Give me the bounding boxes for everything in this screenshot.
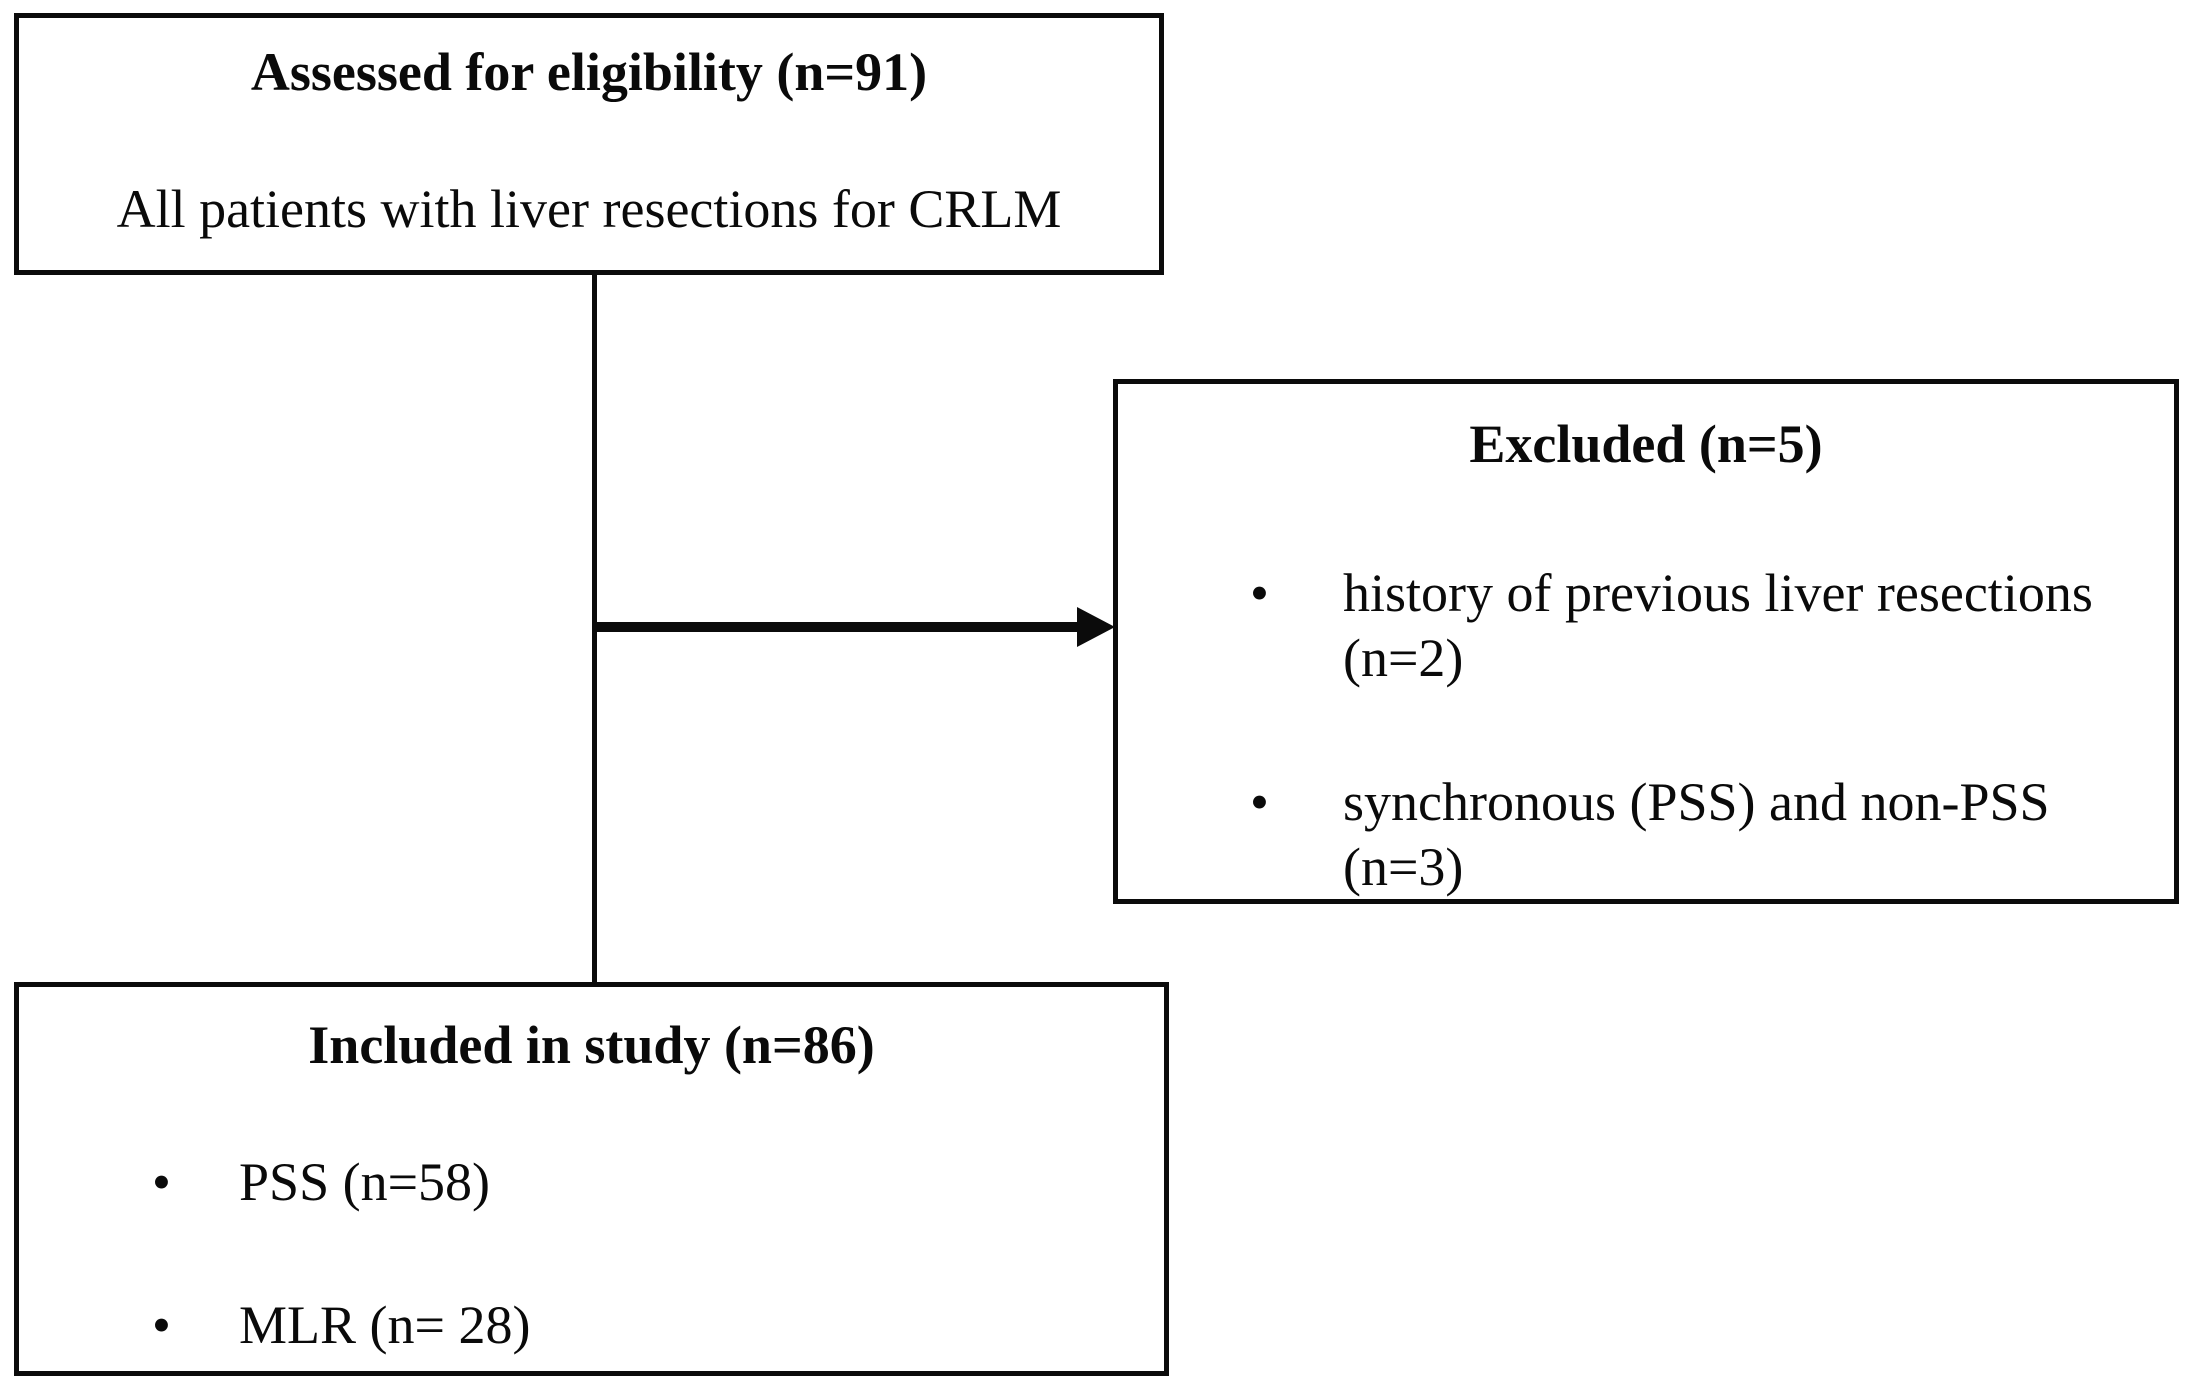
box-assessed-eligibility: Assessed for eligibility (n=91) All pati…: [14, 13, 1164, 275]
excluded-bullet-list: • history of previous liver resections (…: [1250, 561, 2174, 900]
included-group-pss: PSS (n=58): [239, 1151, 491, 1212]
eligibility-subtitle: All patients with liver resections for C…: [116, 178, 1062, 239]
box-excluded: Excluded (n=5) • history of previous liv…: [1113, 379, 2179, 904]
bullet-icon: •: [152, 1151, 171, 1212]
list-item: • synchronous (PSS) and non-PSS (n=3): [1250, 770, 2174, 900]
arrowhead-right-icon: [1077, 607, 1115, 647]
list-item: • MLR (n= 28): [152, 1293, 1164, 1358]
included-title: Included in study (n=86): [308, 1015, 875, 1075]
excluded-reason-2: synchronous (PSS) and non-PSS (n=3): [1343, 772, 2050, 898]
exclusion-arrow-shaft: [594, 622, 1080, 632]
included-bullet-list: • PSS (n=58) • MLR (n= 28): [152, 1150, 1164, 1358]
bullet-icon: •: [1250, 772, 1269, 833]
list-item: • history of previous liver resections (…: [1250, 561, 2174, 691]
eligibility-title: Assessed for eligibility (n=91): [250, 42, 928, 102]
bullet-icon: •: [152, 1294, 171, 1355]
excluded-title: Excluded (n=5): [1469, 414, 1823, 474]
box-included: Included in study (n=86) • PSS (n=58) • …: [14, 982, 1169, 1376]
bullet-icon: •: [1250, 562, 1269, 623]
list-item: • PSS (n=58): [152, 1150, 1164, 1215]
excluded-reason-1: history of previous liver resections (n=…: [1343, 562, 2093, 688]
included-group-mlr: MLR (n= 28): [239, 1294, 531, 1355]
